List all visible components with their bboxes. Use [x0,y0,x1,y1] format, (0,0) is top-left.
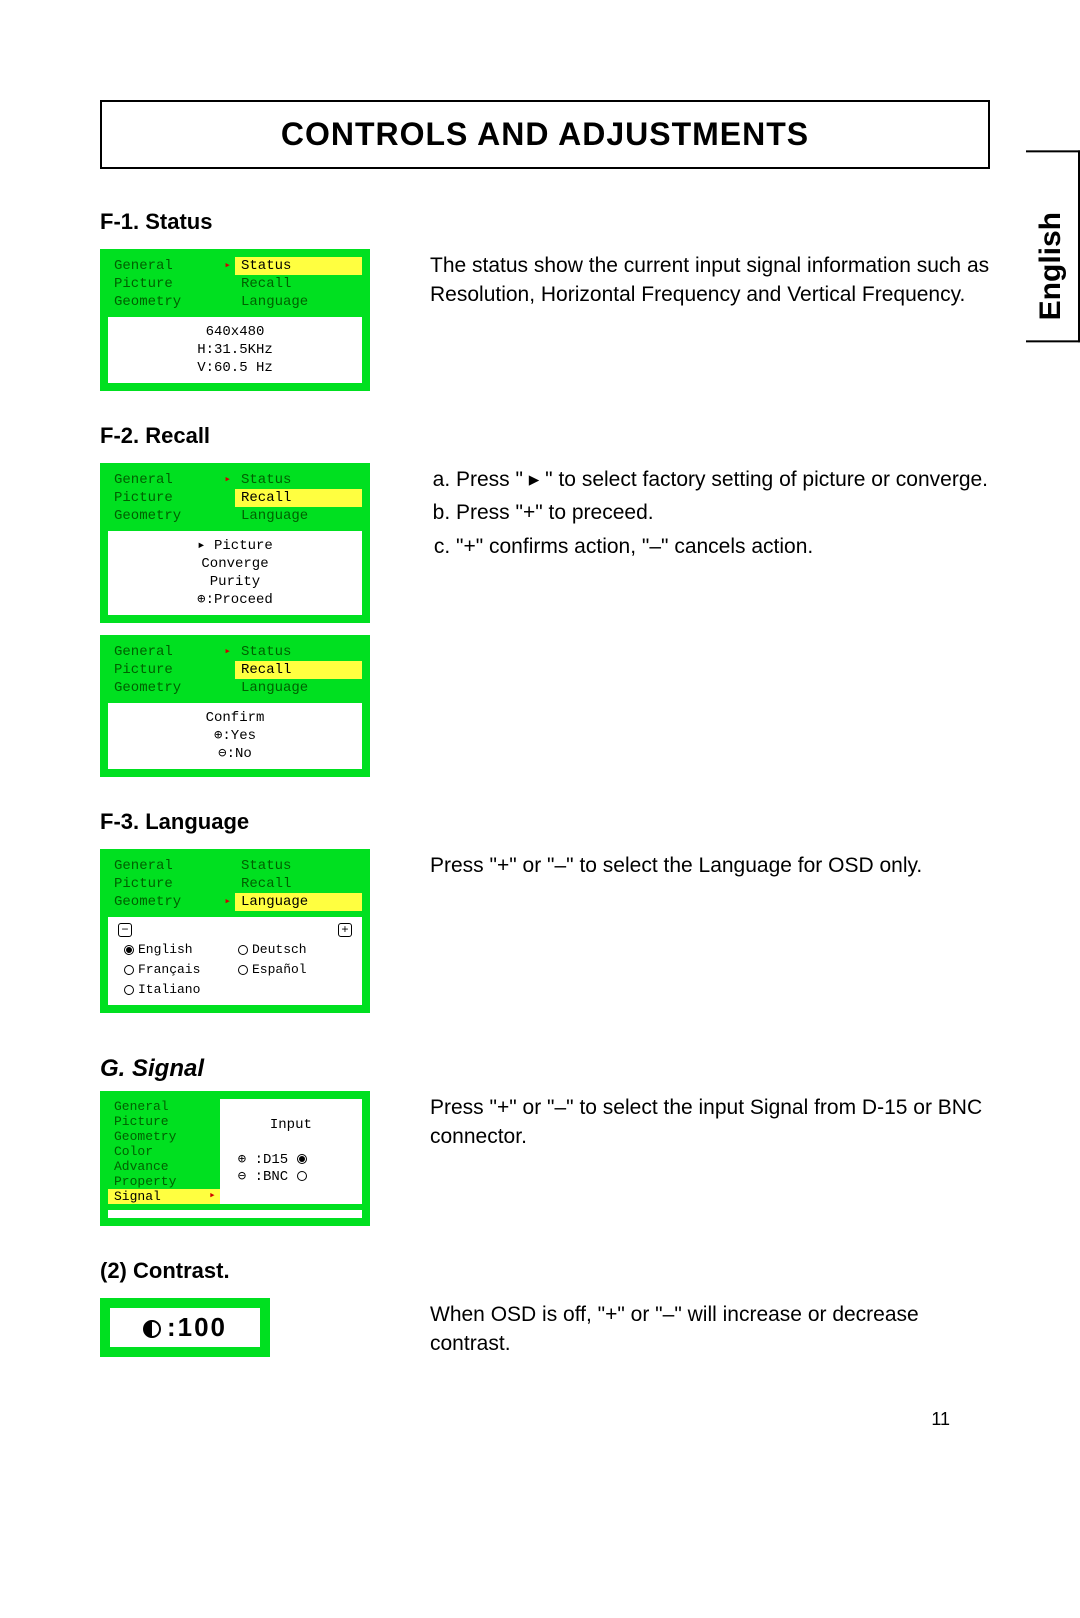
osd-body-line: Purity [116,573,354,591]
lang-option: Français [124,961,232,979]
osd-left-item: Picture [108,661,235,679]
osd-right-item: Status [235,257,362,275]
osd-right-item: Language [235,679,362,697]
desc-g: Press "+" or "–" to select the input Sig… [430,1091,990,1152]
osd-right-item: Language [235,507,362,525]
osd-signal: General Picture Geometry Color Advance P… [100,1091,370,1226]
lang-option: Deutsch [238,941,346,959]
osd-right-item: Recall [235,489,362,507]
osd-left-item: General [108,471,235,489]
desc-f3: Press "+" or "–" to select the Language … [430,849,990,880]
osd-body-line: ▸ Picture [116,537,354,555]
desc-f1: The status show the current input signal… [430,249,990,310]
heading-f3: F-3. Language [100,809,990,835]
heading-f2: F-2. Recall [100,423,990,449]
osd-right-item: Language [235,293,362,311]
osd-recall-2: General Picture Geometry Status Recall L… [100,635,370,777]
osd-left-item: Picture [108,489,235,507]
osd-left-item: Geometry [108,893,235,911]
osd-body-line: Confirm [116,709,354,727]
lang-option: Italiano [124,981,232,999]
minus-icon: − [118,923,132,937]
lang-option: English [124,941,232,959]
page-title: CONTROLS AND ADJUSTMENTS [100,100,990,169]
osd-left-item: Picture [108,875,235,893]
steps-f2: Press " ▸ " to select factory setting of… [430,465,990,561]
language-tab: English [1026,150,1080,342]
signal-option: ⊖ :BNC [238,1168,362,1185]
osd-recall-1: General Picture Geometry Status Recall L… [100,463,370,623]
page-number: 11 [100,1409,990,1430]
osd-right-item: Recall [235,661,362,679]
osd-left-item: Property [108,1174,220,1189]
contrast-icon [143,1320,161,1338]
lang-option: Español [238,961,346,979]
osd-left-item: Signal [108,1189,220,1204]
osd-left-item: General [108,643,235,661]
contrast-indicator: :100 [100,1298,270,1357]
signal-option: ⊕ :D15 [238,1151,362,1168]
osd-right-item: Recall [235,875,362,893]
osd-left-item: Geometry [108,507,235,525]
osd-left-item: General [108,257,235,275]
osd-right-item: Status [235,643,362,661]
osd-body-line: V:60.5 Hz [116,359,354,377]
osd-left-item: Advance [108,1159,220,1174]
osd-left-item: Geometry [108,679,235,697]
plus-icon: + [338,923,352,937]
heading-g: G. Signal [100,1055,990,1083]
step-item: "+" confirms action, "–" cancels action. [456,532,990,561]
step-item: Press " ▸ " to select factory setting of… [456,465,990,494]
osd-body-line: H:31.5KHz [116,341,354,359]
osd-body-line: ⊕:Yes [116,727,354,745]
osd-body-line: 640x480 [116,323,354,341]
contrast-value: :100 [167,1312,227,1342]
osd-left-item: Geometry [108,1129,220,1144]
osd-language: General Picture Geometry Status Recall L… [100,849,370,1013]
osd-right-item: Status [235,857,362,875]
osd-body-line: Converge [116,555,354,573]
osd-body-line: ⊖:No [116,745,354,763]
osd-left-item: Geometry [108,293,235,311]
osd-right-title: Input [220,1117,362,1133]
osd-status: General Picture Geometry Status Recall L… [100,249,370,391]
osd-right-item: Status [235,471,362,489]
osd-left-item: General [108,857,235,875]
heading-f1: F-1. Status [100,209,990,235]
step-item: Press "+" to preceed. [456,498,990,527]
desc-contrast: When OSD is off, "+" or "–" will increas… [430,1298,990,1359]
osd-right-item: Recall [235,275,362,293]
osd-body-line: ⊕:Proceed [116,591,354,609]
heading-contrast: (2) Contrast. [100,1258,990,1284]
osd-right-item: Language [235,893,362,911]
osd-left-item: Picture [108,1114,220,1129]
osd-left-item: Color [108,1144,220,1159]
osd-left-item: General [108,1099,220,1114]
osd-left-item: Picture [108,275,235,293]
